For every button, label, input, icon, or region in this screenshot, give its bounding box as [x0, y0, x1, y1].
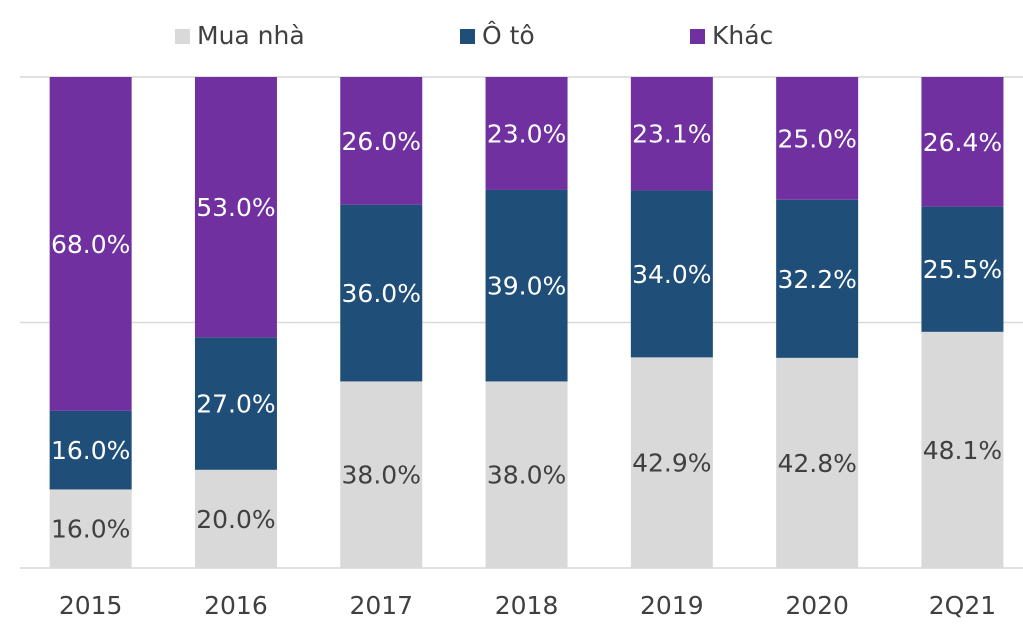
legend-label: Khác: [712, 21, 773, 50]
data-label: 26.0%: [342, 127, 421, 156]
bar-segment: [194, 77, 277, 338]
legend-swatch: [690, 29, 705, 44]
data-label: 16.0%: [51, 436, 130, 465]
bar-segment: [921, 206, 1004, 332]
x-tick-label: 2017: [349, 591, 413, 620]
bar-segment: [49, 489, 132, 568]
data-label: 26.4%: [923, 128, 1002, 157]
data-label: 34.0%: [632, 260, 711, 289]
data-label: 68.0%: [51, 230, 130, 259]
data-label: 23.0%: [487, 119, 566, 148]
bar-segment: [340, 77, 423, 205]
data-label: 53.0%: [196, 193, 275, 222]
x-tick-label: 2019: [640, 591, 704, 620]
bar-segment: [630, 77, 713, 191]
bar-segment: [776, 77, 859, 200]
data-label: 38.0%: [487, 461, 566, 490]
legend-swatch: [460, 29, 475, 44]
data-label: 48.1%: [923, 436, 1002, 465]
bar-segment: [776, 199, 859, 358]
bar-segment: [921, 77, 1004, 207]
data-label: 27.0%: [196, 390, 275, 419]
bar-segment: [630, 357, 713, 568]
data-label: 32.2%: [777, 265, 856, 294]
x-tick-label: 2020: [785, 591, 849, 620]
data-label: 25.0%: [777, 124, 856, 153]
bar-segment: [485, 381, 568, 568]
x-tick-label: 2Q21: [929, 591, 996, 620]
data-label: 23.1%: [632, 120, 711, 149]
data-label: 16.0%: [51, 515, 130, 544]
bar-segment: [340, 381, 423, 568]
bar-segment: [921, 331, 1004, 568]
data-label: 25.5%: [923, 255, 1002, 284]
bar-segment: [485, 189, 568, 382]
x-tick-label: 2016: [204, 591, 268, 620]
bar-segment: [194, 469, 277, 568]
x-tick-label: 2018: [495, 591, 559, 620]
data-label: 36.0%: [342, 279, 421, 308]
bar-segment: [776, 357, 859, 568]
legend-label: Ô tô: [482, 20, 535, 50]
legend-swatch: [175, 29, 190, 44]
bar-segment: [194, 337, 277, 470]
bar-segment: [340, 204, 423, 382]
bar-segment: [49, 77, 132, 411]
bar-segment: [485, 77, 568, 190]
data-label: 20.0%: [196, 505, 275, 534]
data-label: 39.0%: [487, 272, 566, 301]
x-tick-label: 2015: [59, 591, 123, 620]
data-label: 42.9%: [632, 449, 711, 478]
data-label: 38.0%: [342, 461, 421, 490]
bar-segment: [49, 410, 132, 490]
bar-segment: [630, 190, 713, 358]
legend-label: Mua nhà: [197, 21, 305, 50]
data-label: 42.8%: [777, 449, 856, 478]
